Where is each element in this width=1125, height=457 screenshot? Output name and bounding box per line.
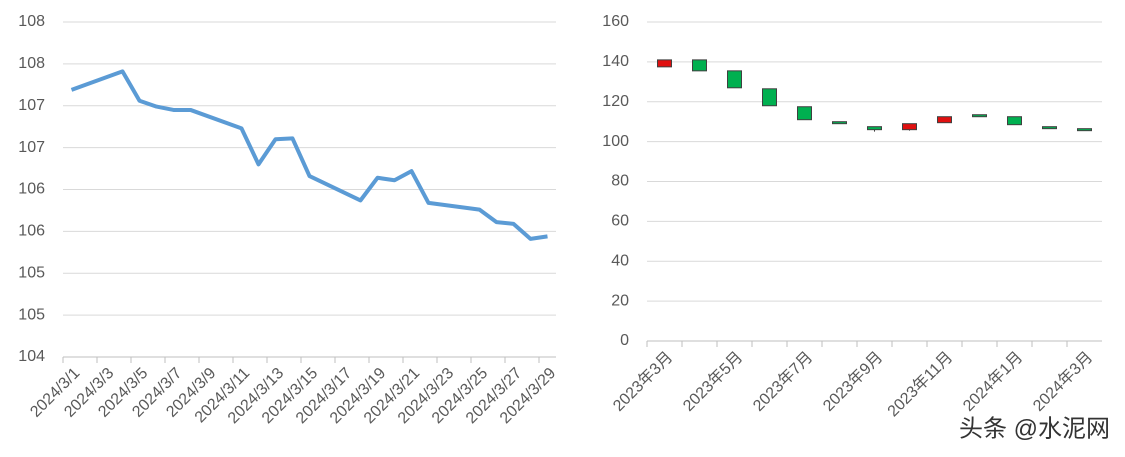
y-tick-label: 160: [602, 13, 629, 30]
x-tick-label: 2023年11月: [884, 348, 956, 420]
candle-body: [867, 126, 882, 131]
y-tick-label: 105: [18, 306, 45, 323]
candle-body: [1042, 126, 1057, 130]
candle-body: [972, 114, 987, 118]
y-tick-label: 108: [18, 55, 45, 72]
watermark: 头条 @水泥网: [959, 415, 1110, 442]
y-tick-label: 106: [18, 181, 45, 198]
candle-body: [692, 59, 707, 72]
y-tick-label: 104: [18, 348, 45, 365]
candle-body: [657, 59, 672, 68]
y-tick-label: 120: [602, 93, 629, 110]
y-tick-label: 40: [611, 252, 629, 269]
x-tick-label: 2023年9月: [819, 348, 886, 415]
y-tick-label: 140: [602, 53, 629, 70]
candle-body: [937, 116, 952, 124]
candle-body: [1077, 128, 1092, 132]
candle-body: [762, 88, 777, 107]
candle-body: [1007, 116, 1022, 126]
line-series: [70, 69, 548, 241]
y-tick-label: 100: [602, 133, 629, 150]
y-tick-label: 0: [620, 332, 629, 349]
y-tick-label: 105: [18, 264, 45, 281]
y-tick-label: 108: [18, 13, 45, 30]
y-tick-label: 107: [18, 139, 45, 156]
x-tick-label: 2024年3月: [1029, 348, 1096, 415]
y-tick-label: 106: [18, 223, 45, 240]
y-tick-label: 20: [611, 292, 629, 309]
x-tick-label: 2024年1月: [959, 348, 1026, 415]
x-tick-label: 2023年7月: [749, 348, 816, 415]
candle-body: [902, 123, 917, 131]
y-tick-label: 80: [611, 173, 629, 190]
x-tick-label: 2023年3月: [609, 348, 676, 415]
x-tick-label: 2023年5月: [679, 348, 746, 415]
candle-body: [832, 121, 847, 125]
y-tick-label: 107: [18, 97, 45, 114]
candle-body: [797, 106, 812, 121]
candle-body: [727, 70, 742, 89]
y-tick-label: 60: [611, 213, 629, 230]
